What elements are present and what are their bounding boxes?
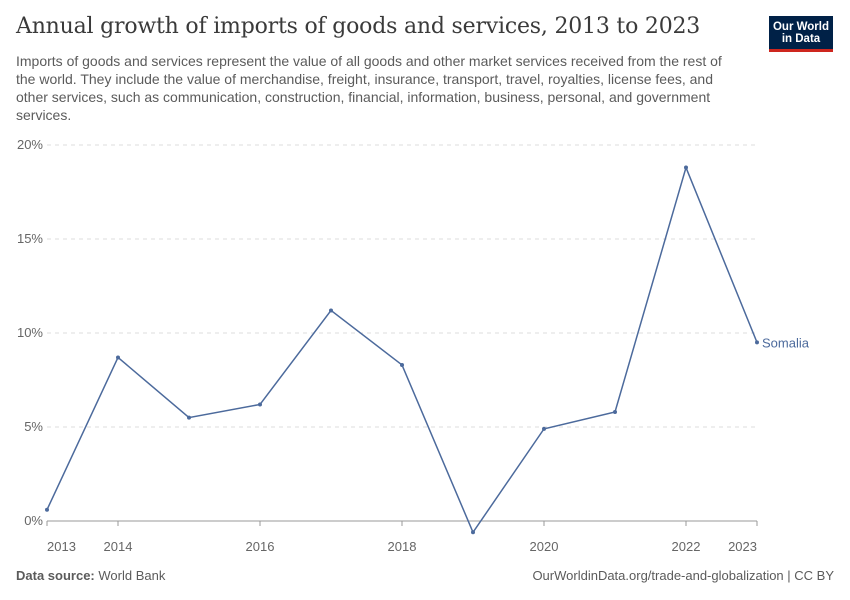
data-source: Data source: World Bank xyxy=(16,568,165,583)
data-point[interactable] xyxy=(329,308,333,313)
data-point[interactable] xyxy=(684,165,688,170)
grid-lines xyxy=(47,144,757,428)
logo-line-1: Our World xyxy=(772,21,829,33)
series-line[interactable] xyxy=(46,165,758,534)
x-tick-label: 2018 xyxy=(388,539,417,554)
data-source-label: Data source: xyxy=(16,568,95,583)
y-tick-label: 5% xyxy=(24,419,43,434)
y-tick-label: 20% xyxy=(17,137,43,152)
y-tick-label: 0% xyxy=(24,513,43,528)
series-label: Somalia xyxy=(762,335,810,350)
y-tick-label: 15% xyxy=(17,231,43,246)
data-point[interactable] xyxy=(116,355,120,360)
y-tick-label: 10% xyxy=(17,325,43,340)
data-point[interactable] xyxy=(400,362,404,367)
data-point[interactable] xyxy=(613,409,617,414)
data-point[interactable] xyxy=(471,530,475,535)
x-tick-label: 2013 xyxy=(47,539,76,554)
x-tick-label: 2022 xyxy=(672,539,701,554)
data-point[interactable] xyxy=(187,415,191,420)
series-layer: Somalia xyxy=(45,165,810,535)
data-point[interactable] xyxy=(755,340,759,345)
x-tick-label: 2016 xyxy=(246,539,275,554)
data-source-value[interactable]: World Bank xyxy=(98,568,166,583)
data-point[interactable] xyxy=(45,507,49,512)
owid-logo[interactable]: Our World in Data xyxy=(769,16,833,52)
x-tick-label: 2023 xyxy=(728,539,757,554)
footer-url-license[interactable]: OurWorldinData.org/trade-and-globalizati… xyxy=(532,568,834,583)
data-point[interactable] xyxy=(258,402,262,407)
chart-subtitle: Imports of goods and services represent … xyxy=(16,53,722,123)
x-tick-label: 2014 xyxy=(104,539,133,554)
axes: 0% 5% 10% 15% 20% 2013 2014 2016 2018 2020 2022 202… xyxy=(17,137,758,554)
chart-title: Annual growth of imports of goods and se… xyxy=(16,14,701,39)
data-point[interactable] xyxy=(542,426,546,431)
logo-line-2: in Data xyxy=(781,33,821,45)
x-tick-label: 2020 xyxy=(530,539,559,554)
